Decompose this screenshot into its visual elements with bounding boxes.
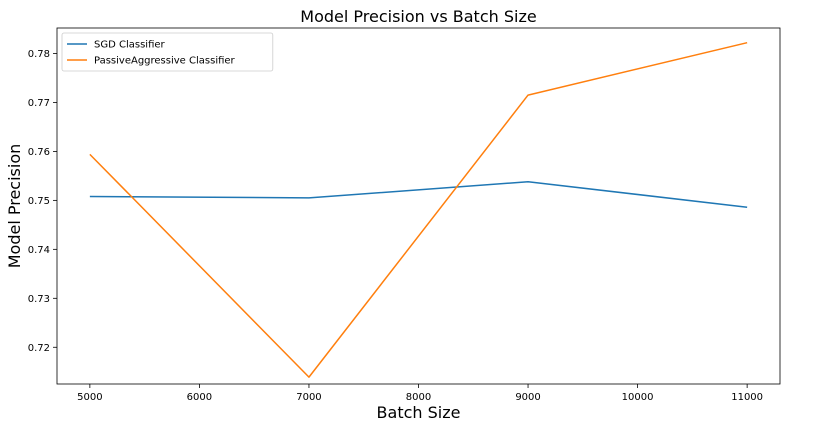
legend-label: PassiveAggressive Classifier <box>94 56 236 67</box>
legend-box <box>61 32 274 72</box>
y-tick-label: 0.77 <box>28 98 50 109</box>
x-tick-label: 5000 <box>77 392 102 403</box>
axes-frame <box>56 27 781 385</box>
y-tick-label: 0.74 <box>28 245 50 256</box>
series-line-1 <box>89 41 748 378</box>
x-tick-label: 6000 <box>187 392 212 403</box>
y-axis-title: Model Precision <box>5 144 24 269</box>
y-tick-label: 0.78 <box>28 49 50 60</box>
x-tick-label: 10000 <box>622 392 654 403</box>
series-line-0 <box>89 181 748 208</box>
y-tick-label: 0.72 <box>28 343 50 354</box>
legend: SGD Classifier PassiveAggressive Classifi… <box>61 32 274 72</box>
y-tick-label: 0.75 <box>28 196 50 207</box>
y-tick-label: 0.73 <box>28 294 50 305</box>
x-tick-label: 9000 <box>515 392 540 403</box>
x-tick-label: 7000 <box>296 392 321 403</box>
x-axis-title: Batch Size <box>377 403 461 422</box>
chart-title: Model Precision vs Batch Size <box>300 7 536 26</box>
x-tick-label: 8000 <box>406 392 431 403</box>
plot-area: 5000 6000 7000 8000 9000 10000 11000 0.72 0.73 0.… <box>28 27 781 403</box>
legend-label: SGD Classifier <box>94 40 166 51</box>
y-tick-label: 0.76 <box>28 147 50 158</box>
x-tick-label: 11000 <box>731 392 763 403</box>
